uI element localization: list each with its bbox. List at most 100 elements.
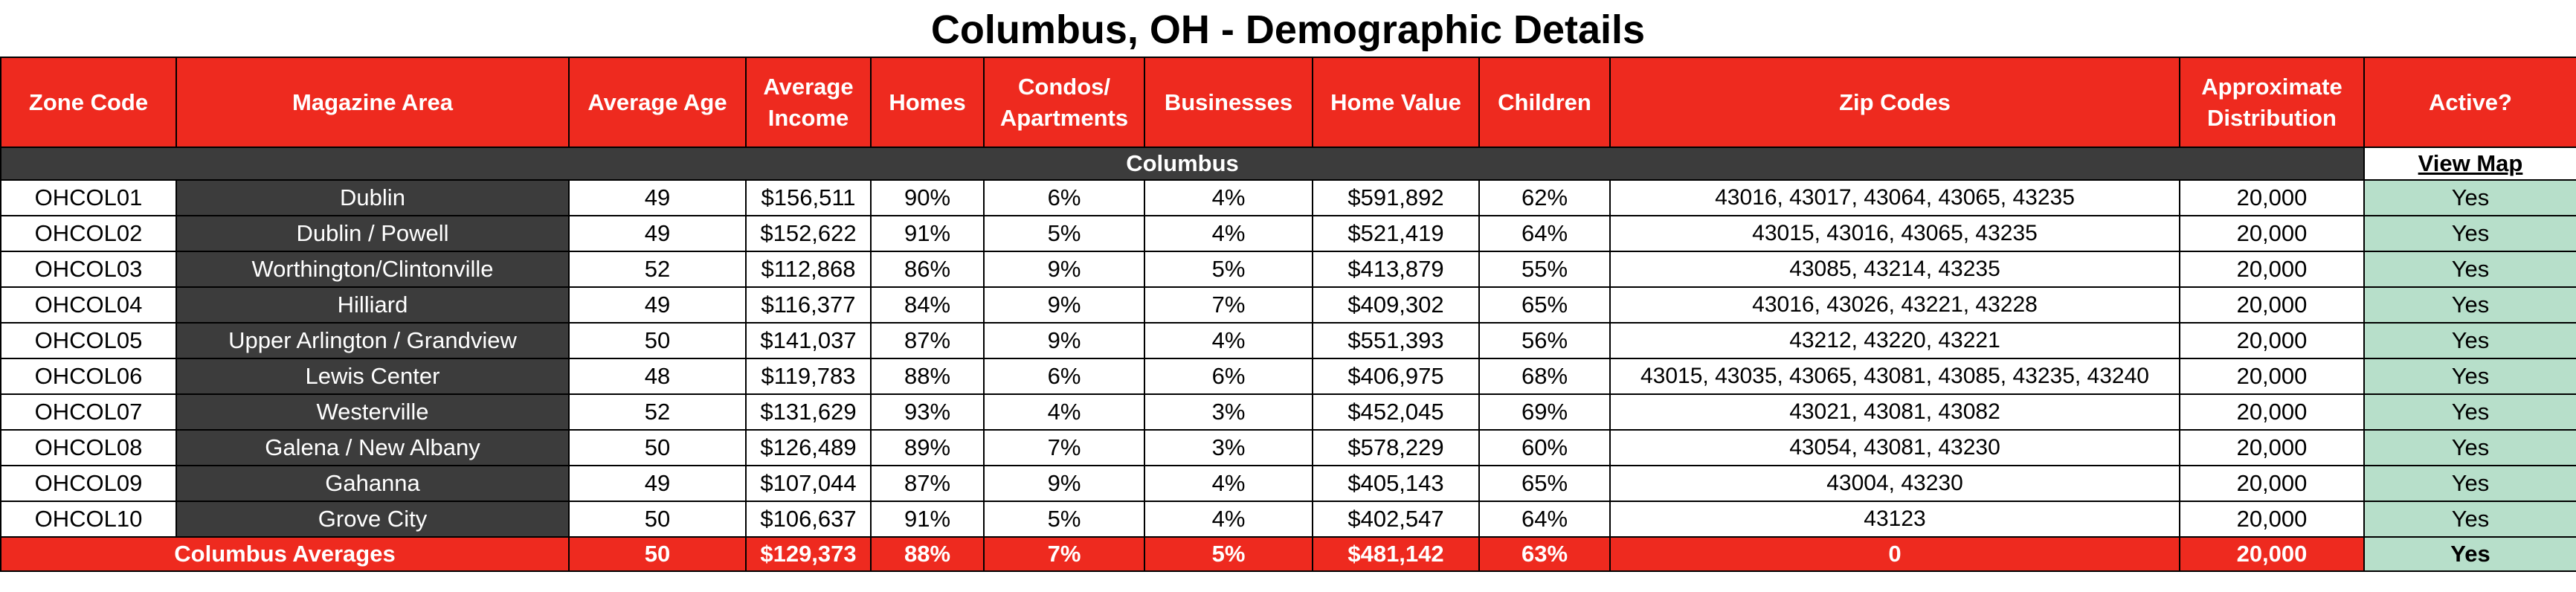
children-cell: 64% <box>1478 501 1611 538</box>
zone-code-cell: OHCOL03 <box>0 251 177 288</box>
homes-cell: 93% <box>870 393 985 431</box>
averages-label: Columbus Averages <box>0 536 570 572</box>
distribution-cell: 20,000 <box>2179 286 2365 324</box>
active-cell: Yes <box>2363 501 2576 538</box>
view-map-link[interactable]: View Map <box>2363 147 2576 181</box>
average-income-cell: $131,629 <box>745 393 872 431</box>
children-cell: 55% <box>1478 251 1611 288</box>
zone-code-cell: OHCOL07 <box>0 393 177 431</box>
table-row: OHCOL07 Westerville 52 $131,629 93% 4% 3% $452,… <box>0 393 2576 431</box>
children-cell: 69% <box>1478 393 1611 431</box>
table-row: OHCOL01 Dublin 49 $156,511 90% 6% 4% $591,892 62… <box>0 179 2576 216</box>
condos-cell: 5% <box>983 215 1145 252</box>
zone-code-cell: OHCOL02 <box>0 215 177 252</box>
zip-codes-cell: 43054, 43081, 43230 <box>1609 429 2180 466</box>
children-cell: 65% <box>1478 286 1611 324</box>
col-header-zone-code: Zone Code <box>0 57 177 148</box>
table-row: OHCOL10 Grove City 50 $106,637 91% 5% 4% $402,5… <box>0 501 2576 538</box>
avg-businesses: 5% <box>1144 536 1313 572</box>
table-row: OHCOL05 Upper Arlington / Grandview 50 $141… <box>0 322 2576 359</box>
average-income-cell: $112,868 <box>745 251 872 288</box>
average-age-cell: 50 <box>568 501 747 538</box>
average-age-cell: 52 <box>568 393 747 431</box>
zip-codes-cell: 43021, 43081, 43082 <box>1609 393 2180 431</box>
col-header-magazine-area: Magazine Area <box>176 57 570 148</box>
average-income-cell: $116,377 <box>745 286 872 324</box>
table-row: OHCOL03 Worthington/Clintonville 52 $112,86… <box>0 251 2576 288</box>
distribution-cell: 20,000 <box>2179 501 2365 538</box>
distribution-cell: 20,000 <box>2179 393 2365 431</box>
condos-cell: 9% <box>983 322 1145 359</box>
active-cell: Yes <box>2363 215 2576 252</box>
zip-codes-cell: 43015, 43016, 43065, 43235 <box>1609 215 2180 252</box>
home-value-cell: $591,892 <box>1312 179 1480 216</box>
active-cell: Yes <box>2363 358 2576 395</box>
avg-income: $129,373 <box>745 536 872 572</box>
homes-cell: 87% <box>870 322 985 359</box>
condos-cell: 5% <box>983 501 1145 538</box>
table-row: OHCOL09 Gahanna 49 $107,044 87% 9% 4% $405,143 6… <box>0 465 2576 502</box>
zone-code-cell: OHCOL01 <box>0 179 177 216</box>
homes-cell: 90% <box>870 179 985 216</box>
magazine-area-cell: Lewis Center <box>176 358 570 395</box>
condos-cell: 4% <box>983 393 1145 431</box>
condos-cell: 9% <box>983 286 1145 324</box>
zone-code-cell: OHCOL06 <box>0 358 177 395</box>
average-age-cell: 52 <box>568 251 747 288</box>
avg-children: 63% <box>1478 536 1611 572</box>
average-age-cell: 50 <box>568 322 747 359</box>
avg-home-value: $481,142 <box>1312 536 1480 572</box>
magazine-area-cell: Upper Arlington / Grandview <box>176 322 570 359</box>
col-header-businesses: Businesses <box>1144 57 1313 148</box>
average-age-cell: 49 <box>568 286 747 324</box>
col-header-children: Children <box>1478 57 1611 148</box>
children-cell: 68% <box>1478 358 1611 395</box>
businesses-cell: 6% <box>1144 358 1313 395</box>
condos-cell: 7% <box>983 429 1145 466</box>
children-cell: 60% <box>1478 429 1611 466</box>
average-age-cell: 50 <box>568 429 747 466</box>
average-income-cell: $156,511 <box>745 179 872 216</box>
homes-cell: 87% <box>870 465 985 502</box>
average-income-cell: $141,037 <box>745 322 872 359</box>
home-value-cell: $405,143 <box>1312 465 1480 502</box>
home-value-cell: $521,419 <box>1312 215 1480 252</box>
home-value-cell: $578,229 <box>1312 429 1480 466</box>
distribution-cell: 20,000 <box>2179 179 2365 216</box>
children-cell: 62% <box>1478 179 1611 216</box>
distribution-cell: 20,000 <box>2179 358 2365 395</box>
avg-age: 50 <box>568 536 747 572</box>
zone-code-cell: OHCOL09 <box>0 465 177 502</box>
children-cell: 64% <box>1478 215 1611 252</box>
homes-cell: 86% <box>870 251 985 288</box>
section-label: Columbus <box>0 147 2365 181</box>
businesses-cell: 3% <box>1144 429 1313 466</box>
zone-code-cell: OHCOL10 <box>0 501 177 538</box>
table-row: OHCOL02 Dublin / Powell 49 $152,622 91% 5% 4% $… <box>0 215 2576 252</box>
condos-cell: 9% <box>983 251 1145 288</box>
active-cell: Yes <box>2363 286 2576 324</box>
home-value-cell: $406,975 <box>1312 358 1480 395</box>
distribution-cell: 20,000 <box>2179 322 2365 359</box>
zip-codes-cell: 43016, 43017, 43064, 43065, 43235 <box>1609 179 2180 216</box>
distribution-cell: 20,000 <box>2179 465 2365 502</box>
average-age-cell: 48 <box>568 358 747 395</box>
zone-code-cell: OHCOL05 <box>0 322 177 359</box>
condos-cell: 6% <box>983 358 1145 395</box>
col-header-home-value: Home Value <box>1312 57 1480 148</box>
avg-homes: 88% <box>870 536 985 572</box>
homes-cell: 89% <box>870 429 985 466</box>
col-header-distribution: Approximate Distribution <box>2179 57 2365 148</box>
magazine-area-cell: Grove City <box>176 501 570 538</box>
magazine-area-cell: Dublin <box>176 179 570 216</box>
average-age-cell: 49 <box>568 179 747 216</box>
zip-codes-cell: 43212, 43220, 43221 <box>1609 322 2180 359</box>
col-header-active: Active? <box>2363 57 2576 148</box>
businesses-cell: 3% <box>1144 393 1313 431</box>
zip-codes-cell: 43085, 43214, 43235 <box>1609 251 2180 288</box>
homes-cell: 91% <box>870 501 985 538</box>
businesses-cell: 4% <box>1144 179 1313 216</box>
businesses-cell: 7% <box>1144 286 1313 324</box>
magazine-area-cell: Dublin / Powell <box>176 215 570 252</box>
table-row: OHCOL04 Hilliard 49 $116,377 84% 9% 7% $409,302… <box>0 286 2576 324</box>
